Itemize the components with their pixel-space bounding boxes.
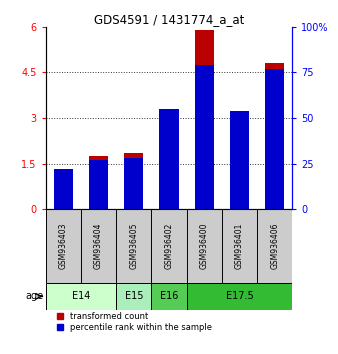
Text: GSM936404: GSM936404: [94, 223, 103, 269]
Text: E16: E16: [160, 291, 178, 301]
Bar: [116, 283, 151, 310]
Bar: [53, 173, 73, 209]
Bar: [159, 110, 179, 209]
Text: GSM936406: GSM936406: [270, 223, 279, 269]
Bar: [124, 158, 143, 209]
Legend: transformed count, percentile rank within the sample: transformed count, percentile rank withi…: [57, 312, 212, 332]
Bar: [159, 109, 179, 209]
Bar: [53, 169, 73, 209]
Bar: [195, 65, 214, 209]
Text: GSM936405: GSM936405: [129, 223, 138, 269]
Text: GSM936402: GSM936402: [165, 223, 173, 269]
Bar: [46, 283, 116, 310]
Bar: [195, 30, 214, 209]
Text: E14: E14: [72, 291, 90, 301]
Bar: [265, 69, 285, 209]
Text: GSM936403: GSM936403: [59, 223, 68, 269]
Bar: [151, 283, 187, 310]
Bar: [124, 153, 143, 209]
Text: GSM936400: GSM936400: [200, 223, 209, 269]
Text: E15: E15: [124, 291, 143, 301]
Bar: [89, 160, 108, 209]
Text: E17.5: E17.5: [226, 291, 254, 301]
Bar: [187, 283, 292, 310]
Text: age: age: [25, 291, 44, 301]
Text: GSM936401: GSM936401: [235, 223, 244, 269]
Bar: [230, 112, 249, 209]
Bar: [265, 63, 285, 209]
Bar: [89, 156, 108, 209]
Bar: [230, 110, 249, 209]
Text: GDS4591 / 1431774_a_at: GDS4591 / 1431774_a_at: [94, 13, 244, 27]
